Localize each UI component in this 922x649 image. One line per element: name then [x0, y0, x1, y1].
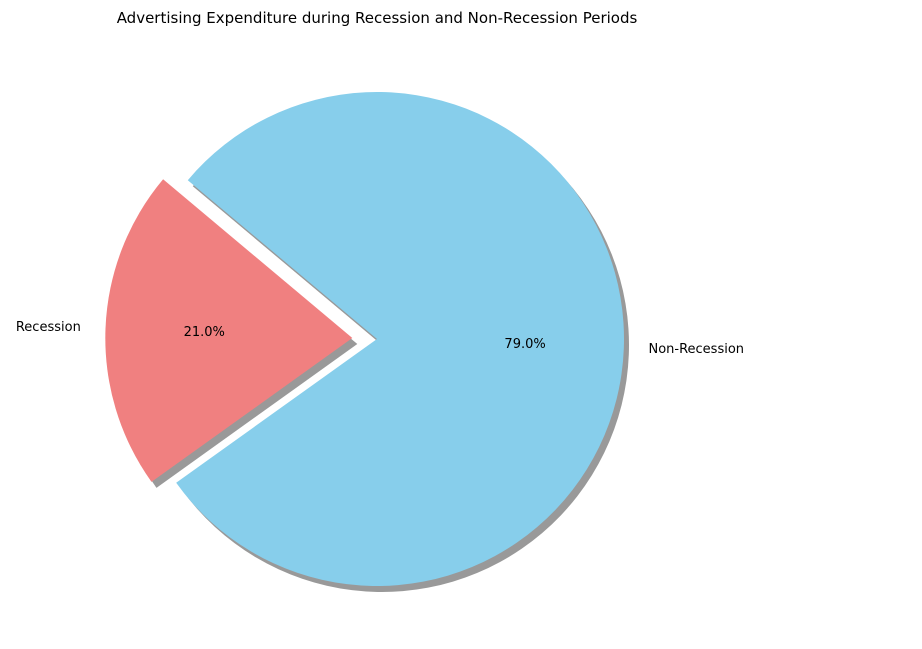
pie-slice-recession [105, 179, 353, 482]
pie-slice-non-recession [176, 91, 625, 586]
percent-label-recession: 21.0% [184, 325, 225, 340]
slice-label-recession: Recession [16, 320, 81, 335]
slice-labels: Recession 21.0% Non-Recession 79.0% [16, 320, 744, 357]
chart-title: Advertising Expenditure during Recession… [117, 9, 638, 27]
pie-slices [105, 91, 625, 586]
slice-label-non-recession: Non-Recession [648, 342, 744, 357]
percent-label-non-recession: 79.0% [504, 337, 545, 352]
